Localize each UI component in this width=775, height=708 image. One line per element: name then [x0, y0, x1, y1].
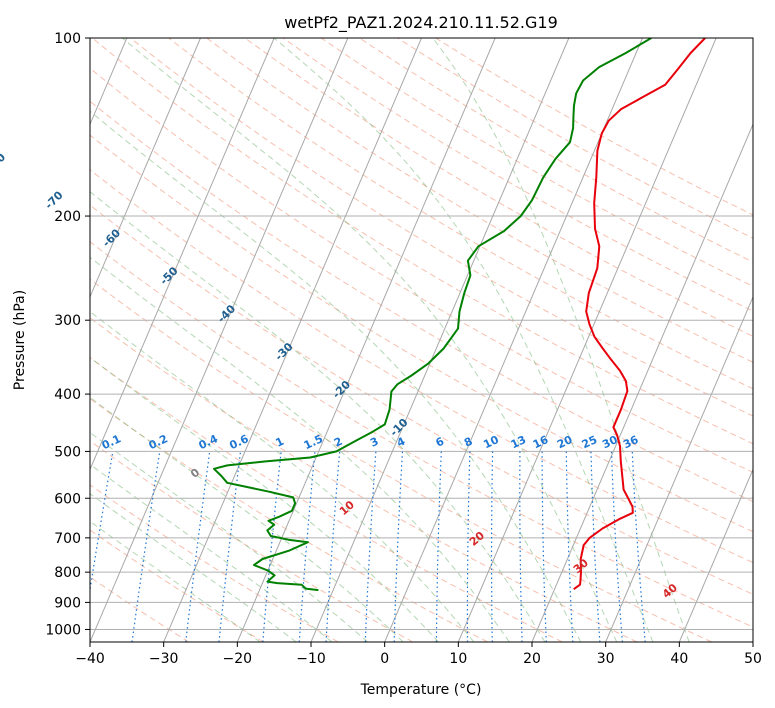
mixing-ratio-label: 16 — [531, 433, 551, 451]
isotherm-label: -80 — [0, 150, 8, 173]
dry-adiabat-line — [90, 357, 563, 642]
x-tick-label: 40 — [670, 651, 688, 667]
line-labels: 0.10.20.40.611.52346810131620253036-100-… — [0, 150, 680, 600]
mixing-ratio-line — [262, 451, 282, 642]
moist-adiabat-line — [90, 356, 439, 642]
mixing-ratio-line — [610, 451, 623, 642]
x-tick-label: 50 — [744, 651, 762, 667]
profiles — [213, 38, 706, 592]
y-tick-label: 800 — [54, 565, 81, 581]
isotherm-line — [90, 38, 349, 642]
moist-adiabat-line — [90, 396, 404, 642]
mixing-ratio-label: 20 — [555, 433, 575, 451]
mixing-ratio-line — [131, 451, 161, 642]
mixing-ratio-line — [185, 451, 211, 642]
mixing-ratio-line — [393, 451, 404, 642]
isotherm-line — [236, 38, 496, 642]
dry-adiabat-line — [90, 134, 753, 533]
dry-adiabat-line — [90, 204, 753, 595]
dry-adiabat-line — [90, 100, 753, 503]
mixing-ratio-line — [218, 451, 242, 642]
dry-adiabat-line — [90, 241, 753, 628]
dewpoint-profile — [213, 38, 652, 592]
dry-adiabat-line — [90, 484, 339, 642]
dry-adiabat-line — [91, 38, 753, 445]
x-tick-label: −40 — [75, 651, 105, 667]
isotherm-line — [531, 123, 753, 642]
moist-adiabat-line — [90, 463, 333, 642]
x-tick-label: −30 — [149, 651, 179, 667]
mixing-ratio-line — [541, 451, 547, 642]
mixing-ratio-line — [590, 451, 601, 642]
x-tick-label: 30 — [597, 651, 615, 667]
mixing-ratio-label: 30 — [600, 433, 620, 451]
mixing-ratio-line — [325, 451, 341, 642]
chart-title: wetPf2_PAZ1.2024.210.11.52.G19 — [284, 13, 558, 33]
dry-adiabat-line — [90, 529, 264, 642]
mixing-ratio-line — [435, 451, 442, 642]
moist-adiabat-line — [90, 493, 297, 642]
y-tick-label: 200 — [54, 209, 81, 225]
mixing-ratio-line — [519, 451, 523, 642]
isotherm-line — [90, 38, 201, 299]
isotherm-line — [90, 38, 275, 471]
x-tick-label: 20 — [523, 651, 541, 667]
x-tick-label: −20 — [223, 651, 253, 667]
mixing-ratio-label: 10 — [481, 433, 501, 451]
dry-adiabat-line — [282, 38, 753, 312]
mixing-ratio-label: 13 — [509, 433, 528, 451]
y-tick-label: 1000 — [45, 622, 81, 638]
y-tick-label: 900 — [54, 595, 81, 611]
y-tick-label: 700 — [54, 531, 81, 547]
y-tick-label: 400 — [54, 387, 81, 403]
mixing-ratio-line — [565, 451, 574, 642]
dry-adiabat-line — [90, 317, 638, 642]
y-tick-label: 500 — [54, 444, 81, 460]
dry-adiabat-line — [130, 38, 753, 417]
x-tick-label: −10 — [296, 651, 326, 667]
y-tick-label: 100 — [54, 31, 81, 47]
mixing-ratio-line — [90, 451, 114, 594]
isotherm-line — [310, 38, 570, 642]
mixing-ratio-line — [364, 451, 377, 642]
mixing-ratio-line — [298, 451, 316, 642]
y-tick-label: 300 — [54, 313, 81, 329]
y-axis: 1000 900 800 700 600 500 400 300 200 100 — [45, 31, 90, 638]
x-tick-label: 10 — [449, 651, 467, 667]
mixing-ratio-lines — [90, 451, 646, 642]
moist-adiabat-line — [90, 431, 369, 642]
moist-adiabat-line — [90, 310, 475, 642]
dry-adiabat-line — [244, 38, 753, 337]
y-tick-label: 600 — [54, 491, 81, 507]
isotherm-line — [678, 468, 753, 642]
isotherm-line — [163, 38, 422, 642]
mixing-ratio-line — [631, 451, 646, 642]
moist-adiabat-line — [121, 38, 618, 642]
x-axis-title: Temperature (°C) — [360, 682, 482, 698]
isotherm-line — [605, 295, 753, 642]
background-lines — [90, 38, 753, 642]
x-axis: −40 −30 −20 −10 0 10 20 30 40 50 — [75, 642, 762, 667]
plot-frame — [89, 37, 754, 643]
mixing-ratio-line — [490, 451, 494, 642]
mixing-ratio-line — [466, 451, 471, 642]
moist-adiabat-line — [432, 38, 690, 642]
moist-adiabat-line — [90, 520, 261, 642]
y-axis-title: Pressure (hPa) — [12, 290, 28, 390]
dry-adiabat-line — [90, 278, 712, 642]
x-tick-label: 0 — [380, 651, 389, 667]
moist-adiabat-line — [90, 256, 510, 642]
isotherm-line — [457, 38, 717, 642]
mixing-ratio-label: 36 — [621, 433, 641, 451]
temperature-profile — [573, 38, 706, 591]
dry-adiabat-line — [168, 38, 753, 390]
moist-adiabat-line — [273, 38, 654, 642]
mixing-ratio-label: 25 — [580, 433, 599, 451]
